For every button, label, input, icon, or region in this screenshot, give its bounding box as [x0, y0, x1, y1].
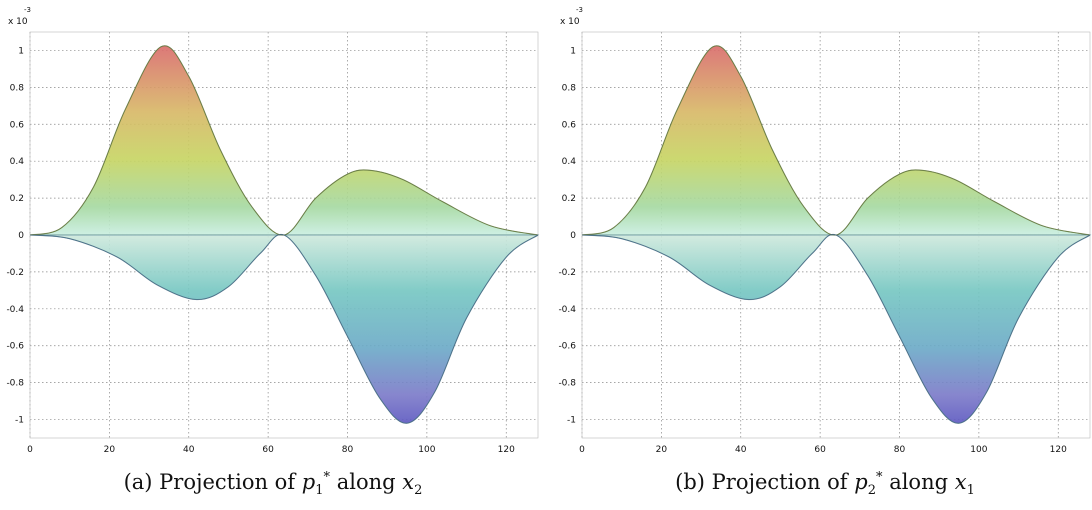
- y-tick-label: 0.2: [562, 194, 576, 204]
- y-tick-label: 0: [570, 231, 576, 241]
- caption-a-prefix: (a) Projection of: [123, 470, 296, 494]
- y-tick-label: -1: [567, 416, 576, 426]
- y-exponent-power: -3: [576, 6, 583, 14]
- x-tick-label: 80: [342, 445, 354, 455]
- chart-a: 0 20 40 60 80 100 120 1 0.8 0.6 0.4 0.2 0 -0.2 -0.4 -0.…: [6, 6, 540, 455]
- caption-b: (b) Projection of p2* along x1: [552, 470, 1092, 498]
- caption-a-var-sub: 1: [315, 483, 324, 499]
- y-tick-label: 0.2: [10, 194, 24, 204]
- y-tick-label: 0.4: [10, 157, 25, 167]
- series-line-upper: [581, 45, 1091, 236]
- y-tick-label: 0.8: [562, 83, 577, 93]
- y-tick-label: 0: [18, 231, 24, 241]
- x-tick-label: 100: [418, 445, 435, 455]
- y-tick-label: 0.6: [562, 120, 577, 130]
- caption-b-axis-var: x: [954, 470, 967, 494]
- caption-b-var: p: [854, 470, 868, 494]
- chart-b: 0 20 40 60 80 100 120 1 0.8 0.6 0.4 0.2 0 -0.2 -0.4 -0.…: [558, 6, 1092, 455]
- x-tick-label: 0: [27, 445, 33, 455]
- caption-b-var-sup: *: [876, 470, 883, 485]
- series-line-upper: [29, 45, 539, 236]
- y-tick-label: -0.2: [558, 268, 576, 278]
- y-tick-label: 1: [570, 46, 576, 56]
- caption-a-var-sup: *: [323, 470, 331, 485]
- y-tick-label: -0.2: [6, 268, 24, 278]
- series-line-lower: [581, 233, 1091, 424]
- y-tick-label: -0.4: [6, 305, 24, 315]
- x-tick-label: 120: [1050, 445, 1067, 455]
- y-tick-label: -1: [15, 416, 24, 426]
- x-tick-label: 120: [498, 445, 515, 455]
- y-exponent-label: x 10: [8, 17, 28, 27]
- x-tick-label: 20: [656, 445, 668, 455]
- panel-b: 0 20 40 60 80 100 120 1 0.8 0.6 0.4 0.2 0 -0.2 -0.4 -0.…: [552, 0, 1092, 510]
- caption-b-var-sub: 2: [867, 483, 876, 499]
- caption-b-axis-sub: 1: [966, 483, 975, 499]
- x-tick-label: 20: [104, 445, 116, 455]
- y-tick-label: -0.4: [558, 305, 576, 315]
- caption-b-mid: along: [889, 470, 949, 494]
- y-tick-label: -0.8: [6, 379, 24, 389]
- caption-a: (a) Projection of p1* along x2: [0, 470, 546, 498]
- y-tick-label: -0.6: [558, 342, 576, 352]
- y-exponent-power: -3: [24, 6, 31, 14]
- caption-a-axis-var: x: [402, 470, 415, 494]
- y-tick-label: 0.4: [562, 157, 577, 167]
- y-tick-label: -0.6: [6, 342, 24, 352]
- y-exponent-label: x 10: [560, 17, 580, 27]
- x-tick-label: 60: [814, 445, 826, 455]
- caption-a-axis-sub: 2: [414, 483, 423, 499]
- caption-a-mid: along: [336, 470, 396, 494]
- x-tick-label: 80: [894, 445, 906, 455]
- x-tick-label: 100: [970, 445, 987, 455]
- y-tick-label: 1: [18, 46, 24, 56]
- caption-a-var: p: [301, 470, 316, 494]
- y-tick-label: 0.8: [10, 83, 25, 93]
- caption-b-prefix: (b) Projection of: [675, 470, 848, 494]
- x-tick-label: 40: [183, 445, 195, 455]
- y-tick-label: 0.6: [10, 120, 25, 130]
- x-tick-label: 0: [579, 445, 585, 455]
- y-tick-label: -0.8: [558, 379, 576, 389]
- series-line-lower: [29, 233, 539, 424]
- surface-upper: [581, 45, 1091, 236]
- panel-a: 0 20 40 60 80 100 120 1 0.8 0.6 0.4 0.2 0 -0.2 -0.4 -0.…: [0, 6, 546, 498]
- x-tick-label: 60: [262, 445, 274, 455]
- x-tick-label: 40: [735, 445, 747, 455]
- surface-upper: [29, 45, 539, 236]
